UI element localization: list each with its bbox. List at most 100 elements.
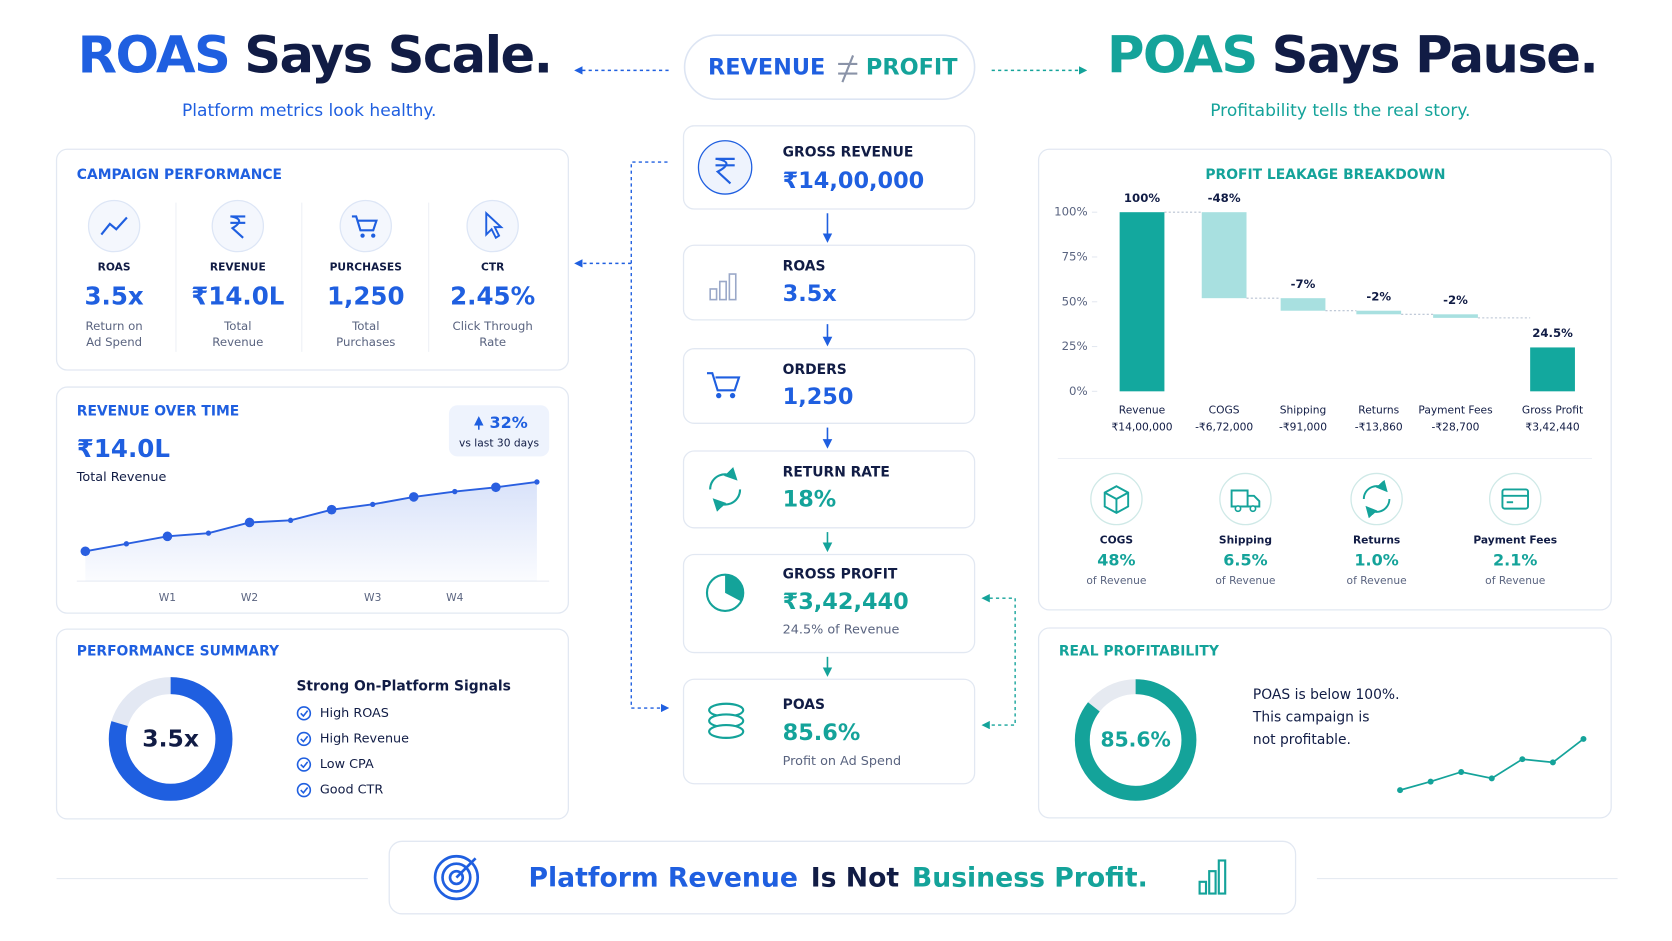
icon (1362, 479, 1388, 500)
card (1037, 148, 1612, 611)
bar (1530, 347, 1575, 392)
metric-label: PURCHASES (330, 261, 402, 274)
pill (683, 34, 976, 100)
headline-rest: Says Scale. (244, 26, 551, 86)
checklist-title: Strong On-Platform Signals (296, 679, 510, 695)
kpi-value: ₹14.0L (77, 434, 170, 463)
icon (716, 392, 722, 399)
bracket (630, 161, 670, 713)
icon (1103, 485, 1130, 514)
x-tick-label: W2 (241, 591, 258, 604)
metric-value: 1.0% (1354, 550, 1398, 569)
icon (1217, 859, 1227, 895)
step-label: RETURN RATE (783, 464, 890, 480)
bar-label: -2% (1443, 293, 1468, 307)
point (162, 531, 173, 542)
icon (708, 724, 745, 739)
bar-label: -48% (1208, 191, 1241, 205)
spark-point (1580, 735, 1587, 742)
area (85, 481, 537, 582)
card-title: PROFIT LEAKAGE BREAKDOWN (1205, 167, 1445, 183)
y-tick-label: 0% (1069, 384, 1088, 398)
metric-caption: Click Through (453, 319, 533, 333)
metric-caption: of Revenue (1215, 574, 1275, 587)
metric-caption: of Revenue (1086, 574, 1146, 587)
subtitle: Platform metrics look healthy. (182, 101, 436, 121)
icon (1249, 505, 1257, 513)
checklist-item: High Revenue (320, 731, 409, 746)
metric-label: REVENUE (210, 261, 266, 274)
bar (1433, 314, 1478, 318)
metric-value: 6.5% (1223, 550, 1267, 569)
amount-label: ₹14,00,000 (1112, 421, 1173, 434)
bar (1119, 212, 1165, 392)
step-label: ORDERS (783, 362, 847, 378)
point (370, 501, 376, 508)
metric-label: CTR (481, 261, 504, 274)
check-icon (296, 731, 312, 747)
check-icon (300, 761, 309, 769)
badge (448, 405, 550, 457)
amount-label: -₹91,000 (1279, 421, 1327, 434)
x-tick-label: Shipping (1280, 404, 1327, 417)
icon (1365, 498, 1391, 519)
metric-caption: Purchases (336, 335, 395, 349)
icon-bg (87, 199, 141, 253)
point (326, 504, 337, 515)
metric-caption: Total (351, 319, 379, 333)
checklist-item: High ROAS (320, 706, 389, 721)
icon-bg (339, 199, 392, 253)
point (408, 492, 419, 502)
metric-label: COGS (1100, 534, 1133, 547)
donut-label: 3.5x (142, 725, 199, 753)
step-label: GROSS PROFIT (783, 567, 898, 583)
donut-arc (108, 677, 233, 801)
card (682, 678, 976, 785)
pill-left: REVENUE (708, 55, 825, 81)
x-tick-label: W1 (159, 591, 176, 604)
step-caption: 24.5% of Revenue (783, 623, 900, 638)
icon (448, 869, 465, 886)
icon-bg (1488, 472, 1542, 526)
check-icon (296, 782, 312, 798)
point (452, 488, 458, 495)
headline-accent: POAS (1107, 26, 1257, 86)
metric-value: 3.5x (84, 281, 143, 310)
point (287, 517, 294, 524)
metric-caption: Ad Spend (86, 335, 142, 349)
x-tick-label: Revenue (1119, 404, 1165, 417)
x-tick-label: COGS (1209, 404, 1240, 417)
icon (1234, 505, 1242, 513)
point (123, 541, 130, 547)
metric-label: ROAS (98, 261, 131, 274)
note-line: not profitable. (1253, 732, 1351, 748)
point (244, 517, 255, 528)
step-value: 18% (783, 487, 837, 513)
step-label: ROAS (783, 259, 826, 275)
metric-caption: of Revenue (1485, 574, 1545, 587)
x-tick-label: Payment Fees (1418, 404, 1493, 417)
headline-accent: ROAS (78, 26, 230, 86)
card (682, 553, 976, 654)
headline: POAS Says Pause. (1107, 26, 1597, 86)
footer-part: Platform Revenue (528, 862, 797, 893)
metric-value: 2.45% (450, 281, 535, 310)
metric-caption: Revenue (212, 335, 263, 349)
not-equal (841, 55, 855, 83)
amount-label: -₹13,860 (1355, 421, 1403, 434)
pill-right: PROFIT (866, 55, 958, 81)
amount-label: -₹6,72,000 (1195, 421, 1253, 434)
icon (1198, 880, 1208, 895)
x-tick-label: Gross Profit (1522, 404, 1583, 417)
metric-value: ₹14.0L (191, 281, 284, 310)
step-value: ₹3,42,440 (783, 589, 909, 615)
metric-caption: Rate (479, 335, 506, 349)
bracket (981, 594, 1016, 730)
badge-caption: vs last 30 days (459, 437, 539, 450)
icon-bg (1219, 472, 1272, 526)
check-icon (296, 757, 312, 772)
icon (706, 372, 741, 392)
checklist-item: Low CPA (320, 757, 374, 772)
step-label: GROSS REVENUE (783, 144, 914, 160)
